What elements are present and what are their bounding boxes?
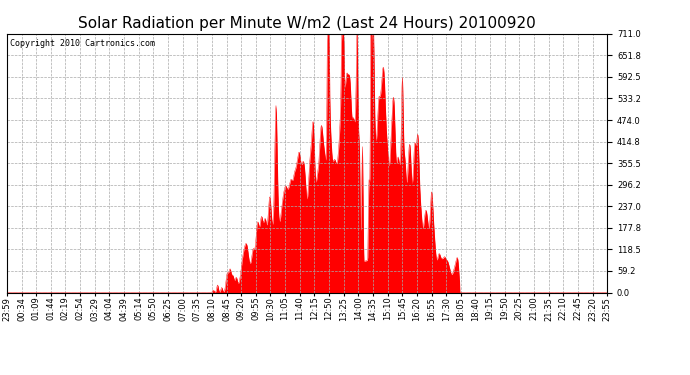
Text: Copyright 2010 Cartronics.com: Copyright 2010 Cartronics.com bbox=[10, 39, 155, 48]
Title: Solar Radiation per Minute W/m2 (Last 24 Hours) 20100920: Solar Radiation per Minute W/m2 (Last 24… bbox=[78, 16, 536, 31]
